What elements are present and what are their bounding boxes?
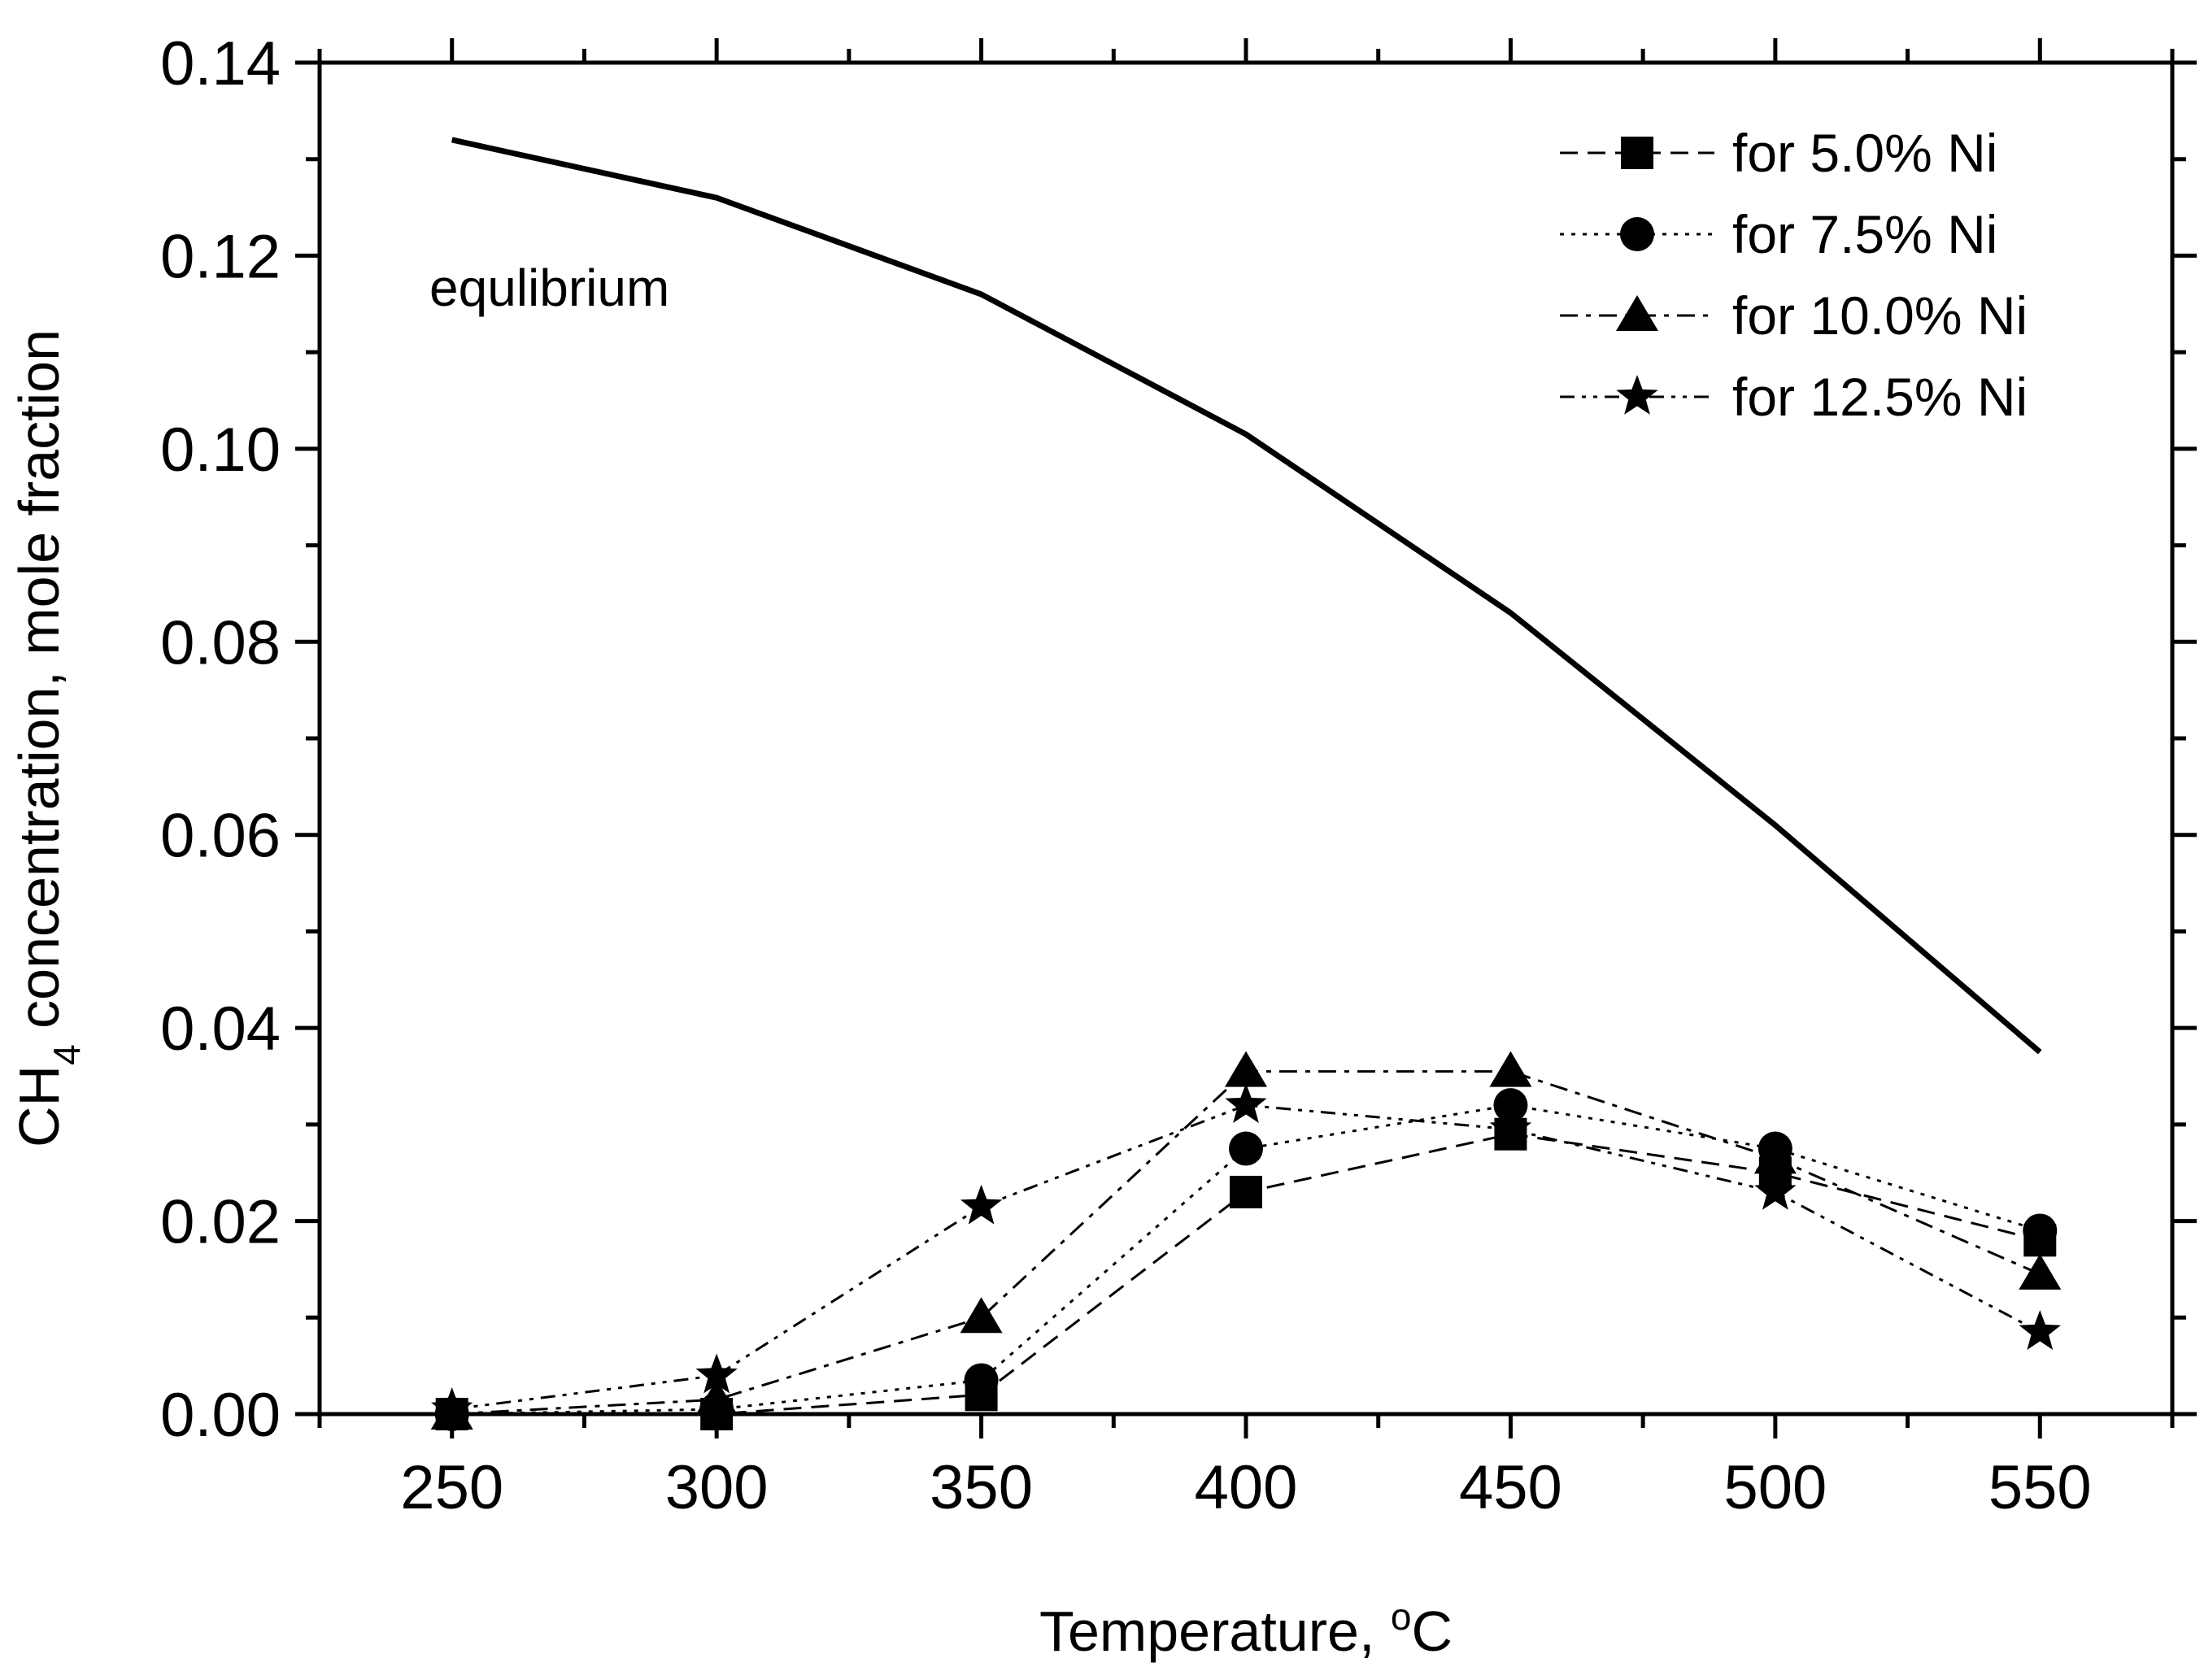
triangle-marker bbox=[1225, 1051, 1267, 1087]
circle-marker bbox=[1229, 1131, 1263, 1166]
legend-triangle-marker bbox=[1616, 295, 1658, 331]
star-marker bbox=[960, 1184, 1003, 1225]
series-star bbox=[431, 1083, 2061, 1427]
y-axis-title: CH4 concentration, mole fraction bbox=[7, 329, 88, 1147]
x-tick-label: 300 bbox=[665, 1453, 769, 1522]
square-marker bbox=[1230, 1175, 1262, 1208]
triangle-marker bbox=[960, 1297, 1003, 1334]
circle-marker bbox=[964, 1363, 999, 1398]
y-tick-label: 0.06 bbox=[160, 802, 281, 871]
legend: for 5.0% Ni for 7.5% Ni for 10.0% Ni for 12… bbox=[1560, 123, 2028, 427]
legend-label: for 12.5% Ni bbox=[1732, 367, 2028, 427]
series-line bbox=[451, 1070, 2041, 1416]
legend-label: for 7.5% Ni bbox=[1732, 204, 1997, 264]
y-tick-label: 0.10 bbox=[160, 416, 281, 485]
data-series-group bbox=[430, 1051, 2062, 1431]
x-tick-label: 450 bbox=[1459, 1453, 1562, 1522]
legend-circle-marker bbox=[1620, 217, 1654, 251]
legend-item: for 10.0% Ni bbox=[1560, 285, 2028, 346]
star-marker bbox=[1225, 1083, 1267, 1123]
y-tick-label: 0.00 bbox=[160, 1381, 281, 1450]
circle-marker bbox=[1493, 1088, 1528, 1123]
star-marker bbox=[1754, 1169, 1797, 1210]
star-marker bbox=[2019, 1310, 2061, 1350]
legend-item: for 5.0% Ni bbox=[1560, 123, 1997, 183]
x-tick-label: 350 bbox=[930, 1453, 1033, 1522]
circle-marker bbox=[2023, 1213, 2058, 1248]
legend-item: for 7.5% Ni bbox=[1560, 204, 1997, 264]
equilibrium-series bbox=[451, 137, 2042, 1055]
star-marker bbox=[1489, 1107, 1532, 1147]
star-marker bbox=[431, 1387, 473, 1427]
y-tick-label: 0.14 bbox=[160, 29, 281, 98]
x-axis-title: Temperature, oC bbox=[1039, 1595, 1453, 1663]
legend-label: for 5.0% Ni bbox=[1732, 123, 1997, 183]
x-tick-label: 500 bbox=[1723, 1453, 1827, 1522]
triangle-marker bbox=[695, 1379, 738, 1416]
y-tick-label: 0.08 bbox=[160, 608, 281, 677]
triangle-marker bbox=[1489, 1051, 1532, 1087]
y-axis: 0.00 0.02 0.04 0.06 0.08 0.10 0.12 0.14 bbox=[160, 29, 2197, 1450]
equilibrium-annotation: equlibrium bbox=[429, 259, 669, 317]
triangle-marker bbox=[1753, 1138, 1797, 1174]
legend-star-marker bbox=[1616, 375, 1658, 415]
legend-square-marker bbox=[1621, 137, 1653, 169]
triangle-marker bbox=[2019, 1253, 2062, 1290]
y-tick-label: 0.04 bbox=[160, 995, 281, 1064]
y-tick-label: 0.02 bbox=[160, 1188, 281, 1257]
equilibrium-line bbox=[451, 137, 2042, 1055]
y-tick-label: 0.12 bbox=[160, 222, 281, 291]
star-marker bbox=[695, 1353, 738, 1394]
legend-label: for 10.0% Ni bbox=[1732, 285, 2028, 346]
x-axis: 250 300 350 400 450 500 550 bbox=[317, 38, 2175, 1522]
legend-item: for 12.5% Ni bbox=[1560, 367, 2028, 427]
x-tick-label: 550 bbox=[1988, 1453, 2092, 1522]
x-tick-label: 400 bbox=[1195, 1453, 1298, 1522]
x-tick-label: 250 bbox=[400, 1453, 503, 1522]
